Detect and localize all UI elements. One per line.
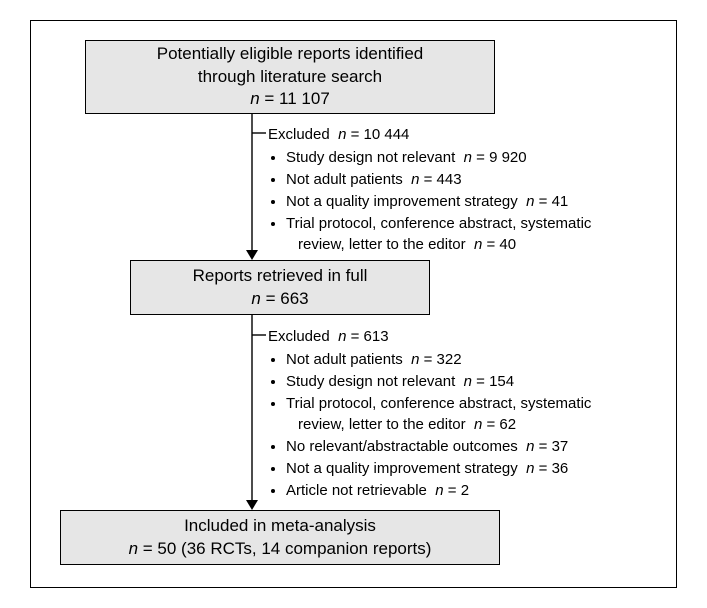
item-text: Trial protocol, conference abstract, sys… <box>286 215 591 232</box>
node-retrieved-full: Reports retrieved in full n = 663 <box>130 260 430 315</box>
n-value: 50 (36 RCTs, 14 companion reports) <box>157 539 431 558</box>
n-label: n <box>250 89 259 108</box>
exclusion-list: Not adult patients n = 322Study design n… <box>268 349 668 501</box>
exclusion-item: Not adult patients n = 322 <box>286 349 668 370</box>
n-sep: = <box>419 171 436 188</box>
n-value: 41 <box>552 193 569 210</box>
exclusion-item: Article not retrievable n = 2 <box>286 480 668 501</box>
node-n-line: n = 11 107 <box>250 88 330 111</box>
item-text: Study design not relevant <box>286 149 455 166</box>
n-value: 37 <box>552 438 569 455</box>
exclusion-item: Study design not relevant n = 154 <box>286 371 668 392</box>
excluded-word: Excluded <box>268 126 330 143</box>
n-sep: = <box>346 126 363 143</box>
n-value: 62 <box>499 416 516 433</box>
node-included-meta: Included in meta-analysis n = 50 (36 RCT… <box>60 510 500 565</box>
n-label: n <box>464 149 472 166</box>
node-eligible-reports: Potentially eligible reports identified … <box>85 40 495 114</box>
n-value: 40 <box>499 236 516 253</box>
n-value: 613 <box>364 328 389 345</box>
n-sep: = <box>534 460 551 477</box>
node-line: Reports retrieved in full <box>193 265 368 288</box>
exclusion-item: Trial protocol, conference abstract, sys… <box>286 213 668 255</box>
n-value: 10 444 <box>364 126 410 143</box>
item-text: No relevant/abstractable outcomes <box>286 438 518 455</box>
exclusion-block-2: Excluded n = 613 Not adult patients n = … <box>268 326 668 502</box>
n-label: n <box>464 373 472 390</box>
exclusion-item: Not a quality improvement strategy n = 4… <box>286 191 668 212</box>
n-value: 2 <box>461 482 469 499</box>
exclusion-item: Not a quality improvement strategy n = 3… <box>286 458 668 479</box>
n-sep: = <box>482 416 499 433</box>
n-value: 663 <box>280 289 308 308</box>
item-text: Not a quality improvement strategy <box>286 460 518 477</box>
item-text: Trial protocol, conference abstract, sys… <box>286 395 591 412</box>
exclusion-item: Trial protocol, conference abstract, sys… <box>286 393 668 435</box>
n-value: 11 107 <box>279 89 330 108</box>
n-sep: = <box>346 328 363 345</box>
item-text: Not adult patients <box>286 171 403 188</box>
canvas: Potentially eligible reports identified … <box>0 0 707 608</box>
n-value: 36 <box>552 460 569 477</box>
node-n-line: n = 50 (36 RCTs, 14 companion reports) <box>129 538 432 561</box>
n-sep: = <box>482 236 499 253</box>
item-text: Study design not relevant <box>286 373 455 390</box>
node-line: Included in meta-analysis <box>184 515 376 538</box>
exclusion-header: Excluded n = 613 <box>268 326 668 347</box>
exclusion-block-1: Excluded n = 10 444 Study design not rel… <box>268 124 668 256</box>
n-label: n <box>435 482 443 499</box>
n-label: n <box>129 539 138 558</box>
n-value: 154 <box>489 373 514 390</box>
item-text: Article not retrievable <box>286 482 427 499</box>
n-sep: = <box>444 482 461 499</box>
item-text: Not adult patients <box>286 351 403 368</box>
exclusion-item: Not adult patients n = 443 <box>286 169 668 190</box>
node-line: Potentially eligible reports identified <box>157 43 424 66</box>
n-value: 9 920 <box>489 149 527 166</box>
excluded-word: Excluded <box>268 328 330 345</box>
exclusion-item: Study design not relevant n = 9 920 <box>286 147 668 168</box>
n-sep: = <box>260 89 279 108</box>
n-sep: = <box>261 289 280 308</box>
n-value: 322 <box>437 351 462 368</box>
node-line: through literature search <box>198 66 382 89</box>
item-text-cont: review, letter to the editor <box>286 236 466 253</box>
n-sep: = <box>472 149 489 166</box>
n-sep: = <box>138 539 157 558</box>
exclusion-item: No relevant/abstractable outcomes n = 37 <box>286 436 668 457</box>
item-text-cont: review, letter to the editor <box>286 416 466 433</box>
n-value: 443 <box>437 171 462 188</box>
exclusion-header: Excluded n = 10 444 <box>268 124 668 145</box>
n-sep: = <box>419 351 436 368</box>
item-text: Not a quality improvement strategy <box>286 193 518 210</box>
exclusion-list: Study design not relevant n = 9 920Not a… <box>268 147 668 255</box>
n-sep: = <box>534 438 551 455</box>
n-sep: = <box>534 193 551 210</box>
n-label: n <box>251 289 260 308</box>
n-sep: = <box>472 373 489 390</box>
node-n-line: n = 663 <box>251 288 308 311</box>
